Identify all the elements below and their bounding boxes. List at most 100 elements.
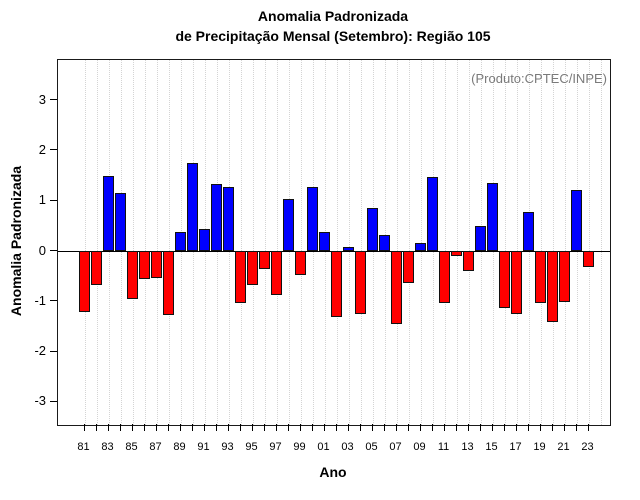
gridline [168,60,170,425]
bar-09 [415,243,426,251]
y-tick [50,149,57,151]
x-tick [83,424,85,431]
x-tick [107,424,109,431]
x-tick [491,424,493,431]
x-tick [239,424,241,431]
x-tick [479,424,481,431]
x-tick [143,424,145,431]
gridline [252,60,254,425]
x-tick [359,424,361,431]
gridline [264,60,266,425]
bar-15 [487,182,498,251]
bar-02 [331,251,342,318]
x-tick [515,424,517,431]
y-tick [50,199,57,201]
x-tick [215,424,217,431]
bar-06 [379,234,390,251]
produto-annotation: (Produto:CPTEC/INPE) [471,71,607,86]
x-tick-label: 21 [557,441,570,453]
y-tick-label: -3 [34,393,46,409]
y-tick-label: 0 [38,242,46,258]
chart-title: Anomalia Padronizada de Precipitação Men… [57,6,609,46]
bar-85 [127,251,138,299]
y-tick [50,99,57,101]
x-tick [203,424,205,431]
bar-87 [151,251,162,278]
x-tick [167,424,169,431]
bar-10 [427,176,438,251]
chart-title-line-1: Anomalia Padronizada [257,8,409,24]
x-tick [263,424,265,431]
gridline [396,60,398,425]
x-tick [527,424,529,431]
x-tick-label: 17 [509,441,522,453]
x-tick [131,424,133,431]
bar-98 [283,198,294,251]
bar-84 [115,193,126,251]
x-tick-label: 03 [341,441,354,453]
y-tick [50,300,57,302]
x-tick [179,424,181,431]
x-tick-label: 99 [293,441,306,453]
gridline [132,60,134,425]
gridline [456,60,458,425]
bar-07 [391,251,402,325]
bar-11 [439,251,450,304]
x-tick [119,424,121,431]
x-tick-label: 83 [101,441,114,453]
x-tick-label: 23 [581,441,594,453]
bar-01 [319,231,330,251]
x-tick-label: 01 [317,441,330,453]
bar-99 [295,251,306,276]
x-tick [191,424,193,431]
x-tick [503,424,505,431]
bar-14 [475,225,486,251]
gridline [348,60,350,425]
bar-12 [451,251,462,257]
x-tick [95,424,97,431]
x-tick [371,424,373,431]
gridline [360,60,362,425]
x-tick [287,424,289,431]
bar-04 [355,251,366,314]
x-tick-label: 89 [173,441,186,453]
y-axis-label: Anomalia Padronizada [8,165,24,317]
y-tick-label: 3 [38,91,46,107]
gridline [276,60,278,425]
x-tick-label: 09 [413,441,426,453]
bar-95 [247,251,258,286]
x-axis-label: Ano [319,464,347,480]
gridline [408,60,410,425]
gridline [240,60,242,425]
x-tick [299,424,301,431]
x-tick [251,424,253,431]
x-tick-label: 95 [245,441,258,453]
bar-05 [367,208,378,251]
x-tick-label: 87 [149,441,162,453]
y-tick-label: 1 [38,192,46,208]
bar-13 [463,251,474,271]
x-tick-label: 07 [389,441,402,453]
x-tick-label: 81 [77,441,90,453]
x-tick [419,424,421,431]
x-tick-label: 05 [365,441,378,453]
bar-86 [139,251,150,280]
bar-00 [307,187,318,251]
x-tick [551,424,553,431]
gridline [504,60,506,425]
y-tick [50,400,57,402]
gridline [588,60,590,425]
x-tick-label: 11 [437,441,450,453]
gridline [444,60,446,425]
x-tick [431,424,433,431]
x-tick [443,424,445,431]
x-tick [395,424,397,431]
gridline [468,60,470,425]
plot-area: (Produto:CPTEC/INPE) [57,59,611,426]
x-tick [383,424,385,431]
x-tick [587,424,589,431]
bar-83 [103,175,114,251]
x-tick [347,424,349,431]
x-tick [407,424,409,431]
x-tick-label: 93 [221,441,234,453]
